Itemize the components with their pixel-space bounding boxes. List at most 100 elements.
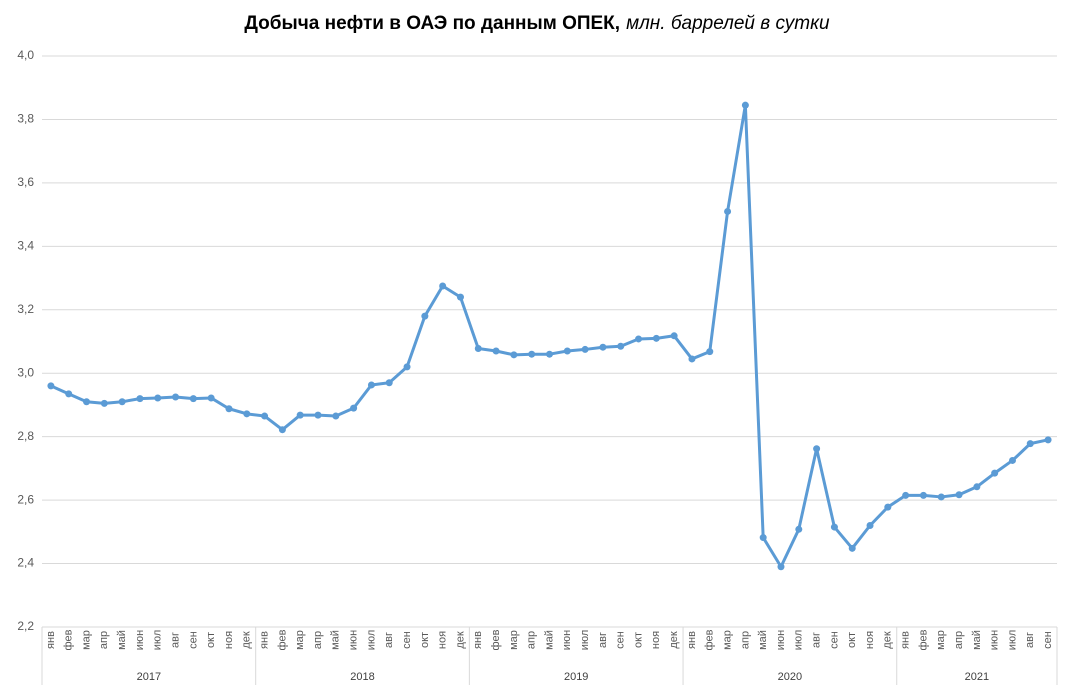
x-tick-label: июн [348,630,360,650]
x-tick-label: дек [454,631,466,649]
x-tick-label: авг [1024,632,1036,648]
y-tick-label: 2,4 [17,556,34,570]
data-point [332,412,340,420]
x-tick-label: авг [169,632,181,648]
chart-title: Добыча нефти в ОАЭ по данным ОПЕК, [244,13,620,34]
data-point [47,382,55,390]
data-point [973,483,981,491]
data-point [243,410,251,418]
y-tick-label: 4,0 [17,48,34,62]
data-point [403,363,411,371]
data-point [136,395,144,403]
data-point [635,335,643,343]
x-tick-label: мар [294,630,306,650]
x-tick-label: дек [668,631,680,649]
data-point [528,350,536,358]
chart-subtitle: млн. баррелей в сутки [626,13,830,34]
data-point [439,282,447,290]
group-label: 2017 [137,671,161,683]
x-tick-label: дек [882,631,894,649]
x-tick-label: июн [561,630,573,650]
x-tick-label: сен [615,631,627,649]
data-point [759,534,767,542]
data-point [670,332,678,340]
data-point [296,411,304,419]
y-tick-label: 3,6 [17,175,34,189]
x-tick-label: май [971,630,983,650]
x-tick-label: апр [526,631,538,649]
data-line [50,103,1049,569]
data-point [367,381,375,389]
data-point [991,469,999,477]
data-point [421,312,429,320]
data-point [172,393,180,401]
x-tick-label: янв [472,631,484,649]
x-tick-label: ноя [437,631,449,649]
x-tick-label: сен [401,631,413,649]
x-tick-label: мар [508,630,520,650]
group-label: 2019 [564,671,588,683]
x-tick-label: май [330,630,342,650]
y-tick-label: 3,0 [17,365,34,379]
x-tick-label: май [543,630,555,650]
x-tick-label: янв [45,631,57,649]
data-point [777,563,785,571]
x-tick-label: окт [419,632,431,648]
data-point [741,101,749,109]
group-label: 2020 [778,671,802,683]
data-point [955,491,963,499]
x-tick-label: окт [846,632,858,648]
y-tick-label: 3,8 [17,112,34,126]
data-point [866,521,874,529]
x-tick-label: дек [241,631,253,649]
data-point [706,348,714,356]
x-tick-label: май [116,630,128,650]
data-point [937,493,945,501]
data-point [65,390,73,398]
data-point [848,544,856,552]
data-point [581,345,589,353]
x-tick-label: окт [632,632,644,648]
x-tick-label: июл [365,630,377,651]
data-point [118,398,126,406]
x-tick-label: июл [1006,630,1018,651]
x-tick-label: янв [900,631,912,649]
x-tick-label: ноя [650,631,662,649]
x-tick-label: фев [704,629,716,650]
data-point [154,394,162,402]
x-tick-label: авг [597,632,609,648]
data-point [1008,456,1016,464]
x-tick-label: июн [134,630,146,650]
x-tick-label: фев [63,629,75,650]
y-tick-label: 3,4 [17,239,34,253]
y-tick-label: 2,8 [17,429,34,443]
x-tick-label: янв [686,631,698,649]
x-tick-label: май [757,630,769,650]
x-tick-label: фев [490,629,502,650]
data-point [474,344,482,352]
x-tick-label: фев [276,629,288,650]
x-tick-label: апр [739,631,751,649]
x-tick-label: авг [383,632,395,648]
x-tick-label: июн [775,630,787,650]
group-label: 2018 [350,671,374,683]
x-tick-label: апр [312,631,324,649]
data-point [314,411,322,419]
data-point [688,355,696,363]
data-point [225,405,233,413]
data-point [492,347,500,355]
data-point [546,350,553,358]
data-point [652,334,660,342]
x-tick-label: июл [579,630,591,651]
group-label: 2021 [965,671,989,683]
x-tick-label: июн [989,630,1001,650]
data-point [724,207,732,215]
x-tick-label: мар [935,630,947,650]
data-point [385,379,393,387]
data-point [278,426,286,434]
data-point [919,491,927,499]
x-tick-label: сен [187,631,199,649]
x-tick-label: ноя [864,631,876,649]
x-tick-label: авг [811,632,823,648]
